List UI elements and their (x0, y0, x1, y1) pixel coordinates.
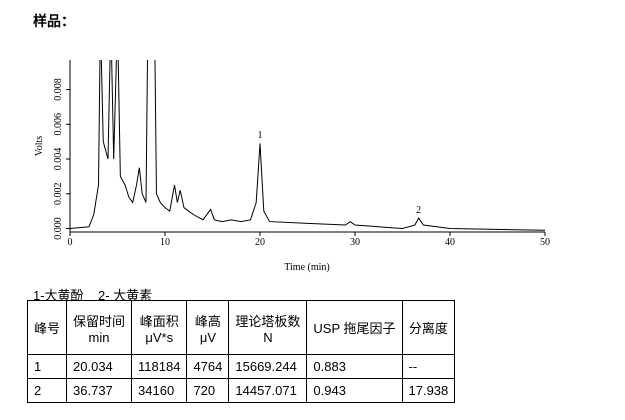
x-tick-label: 40 (445, 237, 455, 248)
x-tick-label: 10 (160, 237, 170, 248)
header-cell: 理论塔板数 N (228, 300, 308, 355)
header-cell: 分离度 (401, 300, 456, 355)
header-text: N (263, 329, 273, 345)
header-text: 峰高 (194, 313, 221, 329)
header-text: μV*s (145, 329, 174, 345)
header-text: 保留时间 (73, 313, 126, 329)
y-tick-label: 0.008 (53, 78, 64, 101)
peak-label: 1 (258, 130, 263, 141)
row: 1 20.034 118184 4764 15669.244 0.883 -- (26, 354, 456, 379)
title: 样品： (33, 13, 75, 29)
x-tick-label: 0 (68, 237, 73, 248)
y-tick-label: 0.002 (53, 183, 64, 206)
cell: 36.737 (66, 378, 133, 403)
y-tick-label: 0.006 (53, 113, 64, 136)
x-tick-label: 20 (255, 237, 265, 248)
results-table: 峰号 保留时间 min 峰面积 μV*s 峰高 μV 理论塔板数 N USP 拖尾因子 分离度 1 20… (26, 300, 456, 403)
header-text: USP 拖尾因子 (313, 321, 396, 336)
cell: 0.943 (306, 378, 403, 403)
header-text: 分离度 (408, 321, 448, 336)
cell: 118184 (131, 354, 188, 379)
cell: 20.034 (66, 354, 133, 379)
header-cell: 峰面积 μV*s (131, 300, 188, 355)
cell: 720 (186, 378, 230, 403)
header-text: min (88, 329, 110, 345)
x-axis-label: Time (min) (284, 262, 329, 273)
header-text: μV (199, 329, 216, 345)
trace (70, 60, 545, 231)
y-axis-label: Volts (34, 136, 45, 156)
legend-note: 1-大黄酚 2- 大黄素 (33, 288, 153, 303)
y-tick-label: 0.004 (53, 148, 64, 171)
cell: 17.938 (401, 378, 456, 403)
header-cell: 保留时间 min (66, 300, 133, 355)
chart: Time (min) Volts 0 10 20 30 40 50 0.000 0.002 0.… (34, 60, 550, 273)
header-text: 峰面积 (139, 313, 179, 329)
row: 2 36.737 34160 720 14457.071 0.943 17.938 (26, 378, 456, 403)
peak-label: 2 (416, 205, 421, 216)
cell: 15669.244 (228, 354, 308, 379)
y-tick-label: 0.000 (53, 217, 64, 240)
header-text: 理论塔板数 (235, 313, 301, 329)
cell: 4764 (186, 354, 230, 379)
cell: 1 (26, 354, 68, 379)
header-row: 峰号 保留时间 min 峰面积 μV*s 峰高 μV 理论塔板数 N USP 拖尾因子 分离度 (26, 300, 456, 355)
header-text: 峰号 (34, 321, 61, 336)
cell: 0.883 (306, 354, 403, 379)
cell: 34160 (131, 378, 188, 403)
cell: 2 (26, 378, 68, 403)
cell: 14457.071 (228, 378, 308, 403)
cell: -- (401, 354, 456, 379)
header-cell: 峰高 μV (186, 300, 230, 355)
header-cell: USP 拖尾因子 (306, 300, 403, 355)
header-cell: 峰号 (26, 300, 68, 355)
x-tick-label: 50 (540, 237, 550, 248)
x-tick-label: 30 (350, 237, 360, 248)
